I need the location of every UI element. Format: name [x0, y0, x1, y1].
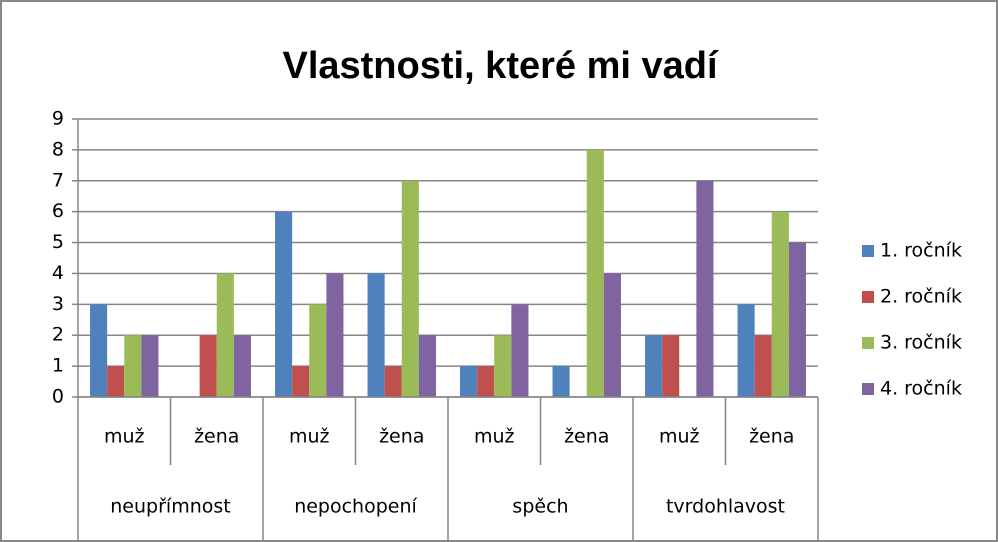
x-tick-label: žena	[379, 426, 424, 448]
y-tick-label: 1	[52, 355, 64, 377]
x-tick-label: žena	[194, 426, 239, 448]
bar	[418, 335, 436, 397]
legend-swatch	[862, 337, 874, 349]
y-tick-label: 2	[52, 324, 64, 346]
y-tick-label: 5	[52, 231, 64, 253]
y-tick-label: 6	[52, 200, 64, 222]
group-label: spěch	[512, 496, 568, 518]
legend-swatch	[862, 383, 874, 395]
bar	[552, 366, 570, 397]
bar	[199, 335, 217, 397]
legend-label: 1. ročník	[880, 240, 962, 262]
bar	[401, 180, 419, 397]
legend-label: 2. ročník	[880, 286, 962, 308]
bar	[90, 304, 108, 397]
y-tick-label: 0	[52, 386, 64, 408]
x-tick-label: muž	[474, 426, 515, 448]
bar	[603, 273, 621, 397]
y-tick-label: 3	[52, 293, 64, 315]
bar	[141, 335, 159, 397]
bar	[477, 366, 495, 397]
bar	[124, 335, 142, 397]
bar	[292, 366, 310, 397]
bar	[367, 273, 385, 397]
y-tick-label: 8	[52, 138, 64, 160]
bar	[662, 335, 680, 397]
bar	[737, 304, 755, 397]
bar	[511, 304, 529, 397]
bar	[326, 273, 344, 397]
bar	[788, 242, 806, 397]
legend-swatch	[862, 245, 874, 257]
bar	[696, 180, 714, 397]
bar	[754, 335, 772, 397]
bar	[771, 211, 789, 397]
group-label: tvrdohlavost	[666, 496, 785, 518]
group-label: nepochopení	[294, 496, 417, 518]
x-tick-label: žena	[749, 426, 794, 448]
bar	[275, 211, 293, 397]
bar	[494, 335, 512, 397]
bar	[384, 366, 402, 397]
bar	[107, 366, 125, 397]
x-tick-label: žena	[564, 426, 609, 448]
bar	[645, 335, 663, 397]
group-label: neupřímnost	[110, 496, 230, 518]
legend-label: 4. ročník	[880, 378, 962, 400]
bar	[460, 366, 478, 397]
x-tick-label: muž	[289, 426, 330, 448]
legend-label: 3. ročník	[880, 332, 962, 354]
legend-swatch	[862, 291, 874, 303]
chart-title: Vlastnosti, které mi vadí	[282, 45, 718, 87]
bar	[233, 335, 251, 397]
y-tick-label: 9	[52, 108, 64, 130]
bar	[309, 304, 327, 397]
bar	[586, 149, 604, 397]
x-tick-label: muž	[104, 426, 145, 448]
y-tick-label: 4	[52, 262, 64, 284]
y-tick-label: 7	[52, 169, 64, 191]
x-tick-label: muž	[659, 426, 700, 448]
bar	[216, 273, 234, 397]
